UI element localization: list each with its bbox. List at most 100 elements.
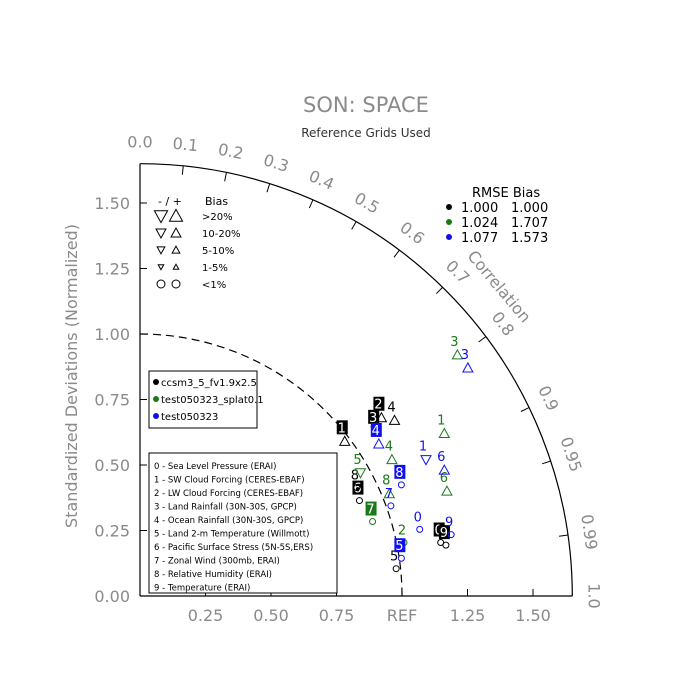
variable-legend-item: 6 - Pacific Surface Stress (5N-5S,ERS) (154, 543, 313, 553)
point-label: 6 (440, 471, 448, 486)
point-label: 5 (395, 539, 403, 554)
y-tick-label: 0.25 (94, 522, 130, 541)
correlation-tick (520, 407, 530, 412)
point-box (365, 501, 377, 516)
bias-down-marker (153, 210, 169, 224)
chart-title: SON: SPACE (303, 93, 429, 117)
point-label: 2 (398, 524, 406, 539)
point-box (438, 525, 450, 540)
point-label: 8 (382, 474, 390, 489)
bias-up-marker (168, 208, 184, 222)
bias-circle-marker (353, 483, 361, 491)
x-tick-label: 0.50 (253, 606, 289, 625)
point-label: 6 (437, 450, 445, 465)
chart-subtitle: Reference Grids Used (301, 126, 431, 140)
variable-legend-item: 9 - Temperature (ERAI) (154, 584, 250, 594)
point-label: 3 (450, 335, 458, 350)
y-tick-label: 1.25 (94, 260, 130, 279)
point-label: 3 (461, 348, 469, 363)
point-label: 0 (414, 510, 422, 525)
bias-triangle-marker (438, 464, 451, 475)
variable-legend-item: 2 - LW Cloud Forcing (CERES-EBAF) (154, 489, 303, 499)
bias-circle-marker (156, 279, 166, 289)
correlation-tick (181, 165, 184, 175)
bias-legend-header-right: Bias (205, 195, 228, 208)
reference-arc (139, 333, 403, 597)
bias-circle-marker (397, 481, 405, 489)
correlation-tick (351, 221, 357, 230)
bias-circle-marker (416, 525, 424, 533)
correlation-tick-label: 0.6 (396, 218, 428, 248)
correlation-tick-label: 0.2 (216, 140, 245, 164)
bias-circle-marker (447, 531, 455, 539)
correlation-tick-label: 0.5 (351, 188, 383, 217)
bias-triangle-marker (354, 468, 367, 479)
correlation-tick-label: 0.0 (127, 133, 152, 152)
correlation-tick (435, 286, 443, 295)
bias-legend-label: 1-5% (202, 263, 228, 274)
rmse-legend-bias: 1.573 (511, 231, 548, 246)
bias-circle-marker (442, 541, 450, 549)
point-label: 2 (374, 398, 382, 413)
correlation-tick-label: 0.1 (172, 134, 199, 155)
point-label: 1 (437, 413, 445, 428)
bias-circle-marker (387, 502, 395, 510)
bias-up-marker (171, 245, 181, 254)
point-label: 3 (369, 411, 377, 426)
point-label: 4 (372, 424, 380, 439)
bias-triangle-marker (462, 361, 474, 373)
x-tick-label: 0.25 (188, 606, 224, 625)
bias-legend-label: >20% (202, 212, 233, 223)
point-label: 5 (390, 550, 398, 565)
bias-down-marker (156, 246, 166, 255)
correlation-tick (558, 534, 569, 537)
correlation-tick-label: 1.0 (584, 583, 603, 608)
correlation-tick (224, 172, 227, 182)
point-box (370, 422, 382, 437)
bias-down-marker (157, 264, 165, 271)
bias-triangle-marker (441, 485, 453, 496)
case-legend-label: test050323 (161, 412, 218, 423)
variable-legend-item: 8 - Relative Humidity (ERAI) (154, 570, 272, 580)
point-label: 7 (385, 487, 393, 502)
bias-up-marker (172, 263, 180, 270)
correlation-tick-label: 0.9 (534, 383, 562, 414)
correlation-arc (139, 163, 573, 597)
rmse-legend-dot (446, 219, 452, 225)
y-tick-label: 0.00 (94, 587, 130, 606)
correlation-tick (393, 249, 400, 258)
point-label: 7 (366, 503, 374, 518)
rmse-legend-bias: 1.000 (511, 201, 548, 216)
case-legend: ccsm3_5_fv1.9x2.5 test050323_splat0.1test… (148, 370, 264, 429)
bias-triangle-marker (420, 455, 432, 466)
correlation-tick-label: 0.3 (261, 150, 291, 176)
bias-circle-marker (392, 565, 400, 573)
variable-legend-item: 3 - Land Rainfall (30N-30S, GPCP) (154, 503, 297, 513)
point-label: 1 (338, 421, 346, 436)
point-label: 8 (351, 468, 359, 483)
variable-legend-item: 5 - Land 2-m Temperature (Willmott) (154, 530, 309, 540)
point-box (336, 420, 348, 435)
bias-triangle-marker (438, 427, 451, 438)
correlation-tick (478, 336, 487, 343)
variable-legend-item: 4 - Ocean Rainfall (30N-30S, GPCP) (154, 516, 303, 526)
point-label: 8 (395, 466, 403, 481)
case-legend-label: ccsm3_5_fv1.9x2.5 (161, 378, 257, 389)
point-label: 0 (435, 524, 443, 539)
correlation-tick-label: 0.99 (577, 513, 601, 551)
bias-triangle-marker (451, 348, 464, 360)
bias-triangle-marker (338, 435, 351, 446)
bias-up-marker (170, 227, 182, 238)
rmse-legend-rmse: 1.077 (461, 231, 498, 246)
bias-triangle-marker (386, 453, 398, 465)
bias-circle-marker (397, 554, 405, 562)
x-tick-label: 1.25 (450, 606, 486, 625)
bias-triangle-marker (388, 414, 401, 425)
variable-legend-item: 1 - SW Cloud Forcing (CERES-EBAF) (154, 476, 305, 486)
point-label: 9 (440, 526, 448, 541)
case-legend-label: test050323_splat0.1 (161, 395, 264, 406)
y-tick-label: 0.50 (94, 456, 130, 475)
y-tick-label: 1.00 (94, 325, 130, 344)
